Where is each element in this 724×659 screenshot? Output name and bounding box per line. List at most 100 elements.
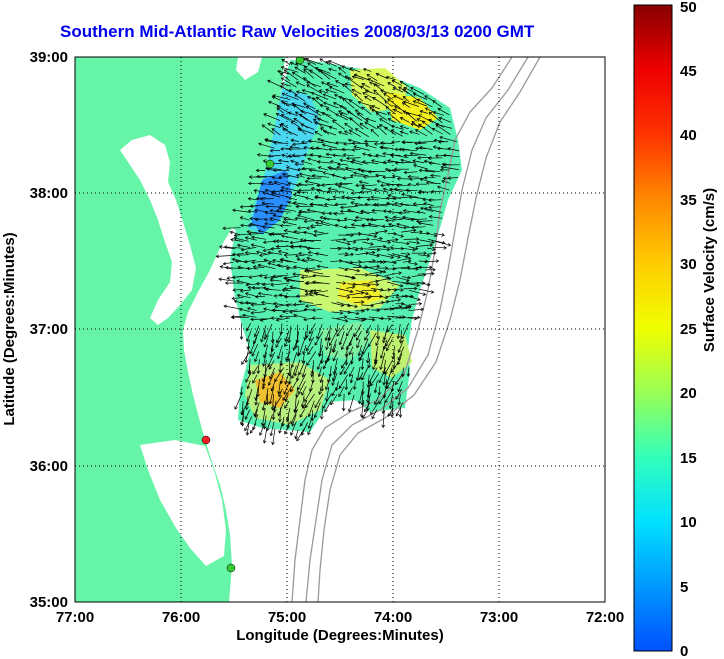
velocity-arrow xyxy=(290,421,297,436)
velocity-arrow-head xyxy=(417,315,421,320)
velocity-arrow-head xyxy=(338,72,342,76)
velocity-arrow xyxy=(278,388,283,397)
velocity-arrow xyxy=(336,287,353,293)
velocity-arrow-head xyxy=(390,129,395,133)
velocity-arrow-head xyxy=(412,92,417,97)
velocity-arrow xyxy=(295,62,308,68)
velocity-arrow xyxy=(350,202,364,206)
velocity-arrow-head xyxy=(350,201,354,205)
velocity-arrow-head xyxy=(402,96,407,100)
velocity-arrow xyxy=(239,302,252,304)
velocity-arrow xyxy=(274,400,277,412)
velocity-arrow-head xyxy=(390,414,394,418)
velocity-arrow-head xyxy=(276,107,281,111)
velocity-arrow xyxy=(284,69,299,81)
velocity-arrow xyxy=(402,102,411,108)
velocity-arrow xyxy=(397,346,405,361)
velocity-arrow xyxy=(329,247,341,250)
velocity-arrow xyxy=(323,93,337,100)
velocity-arrow-head xyxy=(222,261,227,266)
velocity-arrow xyxy=(407,367,410,377)
velocity-arrow-head xyxy=(422,281,426,285)
velocity-arrow xyxy=(249,337,258,354)
velocity-arrow-head xyxy=(232,252,236,257)
velocity-arrow xyxy=(280,189,293,193)
velocity-arrow-head xyxy=(424,95,428,99)
velocity-arrow-head xyxy=(415,182,419,186)
velocity-arrow-head xyxy=(301,360,305,364)
velocity-arrow xyxy=(400,125,409,130)
velocity-arrow xyxy=(397,323,401,339)
velocity-arrow-head xyxy=(291,71,296,76)
velocity-arrow-head xyxy=(279,203,283,208)
velocity-arrow-head xyxy=(396,361,401,366)
velocity-arrow-head xyxy=(320,81,325,85)
velocity-arrow xyxy=(434,240,451,246)
velocity-arrow-head xyxy=(399,117,404,121)
velocity-arrow xyxy=(305,267,316,270)
velocity-arrow xyxy=(359,123,369,130)
velocity-arrow xyxy=(318,156,333,159)
velocity-arrow xyxy=(302,365,307,378)
velocity-arrow-head xyxy=(283,294,288,299)
velocity-arrow-head xyxy=(419,109,424,114)
velocity-arrow-head xyxy=(247,371,252,375)
velocity-arrow xyxy=(410,231,423,233)
velocity-arrow xyxy=(383,330,388,343)
velocity-arrow xyxy=(347,311,359,315)
velocity-arrow-head xyxy=(305,304,309,308)
velocity-arrow-head xyxy=(382,269,387,274)
velocity-arrow xyxy=(361,274,379,276)
velocity-arrow-head xyxy=(393,266,397,271)
colorbar-tick-label: 45 xyxy=(680,63,697,80)
velocity-arrow xyxy=(302,168,316,170)
velocity-arrow-head xyxy=(278,175,282,179)
velocity-arrow xyxy=(331,302,344,306)
y-tick-label: 36:00 xyxy=(30,458,68,475)
velocity-arrow xyxy=(292,71,307,82)
velocity-arrow xyxy=(307,209,323,213)
velocity-arrow xyxy=(361,317,375,321)
velocity-arrow-head xyxy=(435,124,440,128)
velocity-arrow-head xyxy=(335,113,339,117)
velocity-arrow-head xyxy=(393,108,397,113)
velocity-arrow xyxy=(282,309,298,313)
velocity-arrow-head xyxy=(339,259,343,263)
velocity-arrow xyxy=(365,90,378,95)
velocity-arrow xyxy=(432,111,444,116)
velocity-arrow xyxy=(224,246,243,249)
velocity-arrow xyxy=(338,131,349,136)
velocity-arrow-head xyxy=(422,197,426,202)
velocity-arrow-head xyxy=(279,72,284,77)
velocity-arrow-head xyxy=(243,259,248,264)
velocity-arrow xyxy=(320,104,330,108)
velocity-arrow xyxy=(404,171,418,173)
velocity-arrow xyxy=(400,117,410,123)
velocity-arrow xyxy=(341,336,347,350)
velocity-arrow-head xyxy=(324,408,328,413)
velocity-arrow xyxy=(368,280,379,283)
velocity-arrow xyxy=(371,309,380,311)
velocity-arrow xyxy=(361,251,375,255)
velocity-arrow xyxy=(356,339,361,348)
velocity-arrow xyxy=(330,160,340,164)
velocity-arrow-head xyxy=(239,421,244,426)
velocity-arrow-head xyxy=(415,219,420,224)
velocity-arrow-head xyxy=(287,200,291,205)
velocity-arrow-head xyxy=(384,385,388,389)
velocity-arrow xyxy=(430,175,441,177)
velocity-arrow-head xyxy=(312,273,316,278)
velocity-arrow-head xyxy=(261,407,266,411)
velocity-arrow xyxy=(386,239,399,241)
velocity-arrow-head xyxy=(287,339,292,344)
velocity-arrow xyxy=(424,260,439,263)
velocity-arrow-head xyxy=(252,426,256,431)
velocity-arrow-head xyxy=(310,186,315,191)
velocity-arrow-head xyxy=(269,278,273,283)
velocity-arrow xyxy=(290,121,300,128)
velocity-arrow-head xyxy=(366,197,370,202)
velocity-arrow xyxy=(298,211,316,214)
velocity-arrow xyxy=(371,109,387,115)
velocity-arrow-head xyxy=(257,229,262,234)
velocity-arrow-head xyxy=(251,260,255,265)
